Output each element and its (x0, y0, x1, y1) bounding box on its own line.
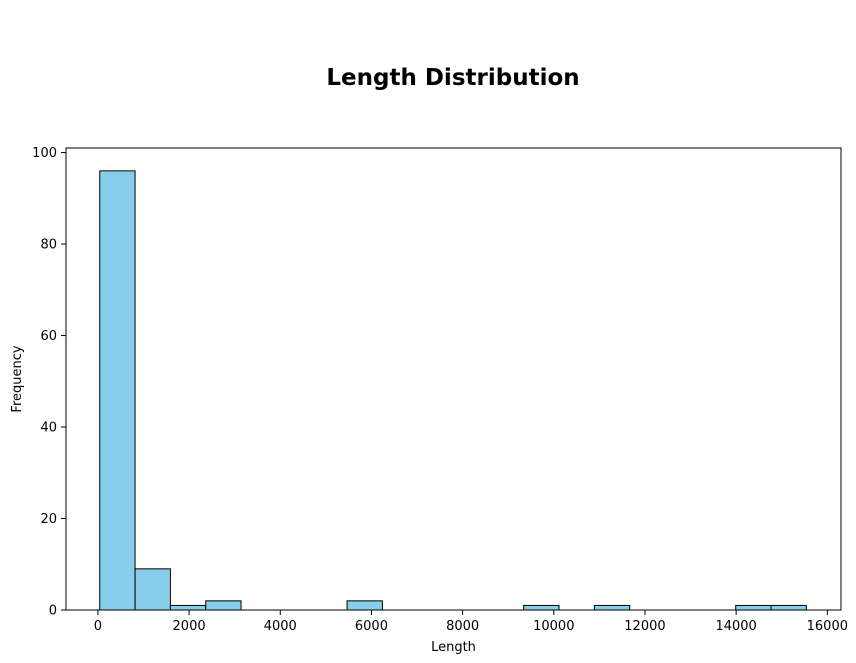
histogram-bar-7 (346, 600, 383, 611)
bars-group (99, 170, 807, 611)
histogram-bar-2 (169, 604, 207, 611)
chart-title: Length Distribution (326, 65, 579, 91)
x-axis: 0 2000 4000 6000 8000 10000 12000 14000 16000 (94, 610, 848, 634)
histogram-bar-14 (593, 604, 631, 611)
histogram-bar-0 (99, 170, 136, 611)
x-tick-label: 2000 (173, 619, 206, 634)
histogram-bar-3 (205, 600, 242, 611)
plot-frame (65, 147, 842, 611)
histogram-bar-1 (134, 568, 171, 611)
x-tick-label: 12000 (624, 619, 665, 634)
x-tick-label: 14000 (715, 619, 756, 634)
x-tick-label: 10000 (533, 619, 574, 634)
y-tick-label: 80 (40, 238, 57, 253)
histogram-bar-18 (735, 604, 772, 611)
y-axis-label: Frequency (10, 345, 25, 412)
x-tick-label: 16000 (807, 619, 848, 634)
histogram-bar-12 (523, 604, 560, 611)
y-tick-label: 100 (32, 146, 57, 161)
x-tick-label: 4000 (264, 619, 297, 634)
y-axis: 0 20 40 60 80 100 (32, 146, 66, 619)
x-tick-label: 0 (94, 619, 102, 634)
x-tick-label: 6000 (355, 619, 388, 634)
y-tick-label: 20 (40, 512, 57, 527)
histogram-bar-19 (770, 604, 807, 611)
y-tick-label: 40 (40, 421, 57, 436)
x-axis-label: Length (431, 640, 476, 655)
x-tick-label: 8000 (446, 619, 479, 634)
y-tick-label: 60 (40, 329, 57, 344)
y-tick-label: 0 (49, 604, 57, 619)
